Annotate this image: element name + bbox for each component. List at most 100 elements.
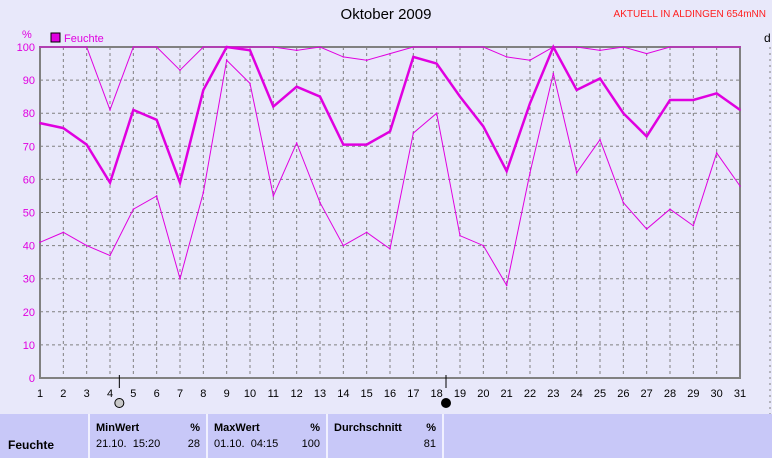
y-tick-label: 30 <box>23 274 35 286</box>
data-point-max <box>529 59 531 62</box>
data-point-max <box>692 46 695 48</box>
x-tick-label: 29 <box>687 388 699 400</box>
data-point-max <box>85 46 88 48</box>
x-tick-label: 20 <box>477 388 489 400</box>
empty-cell <box>442 414 770 458</box>
data-point-min <box>529 171 531 174</box>
data-point-mean <box>505 170 508 172</box>
data-point-min <box>132 208 135 210</box>
x-tick-label: 11 <box>268 388 279 400</box>
row-label-cell: Feuchte <box>0 414 86 458</box>
data-point-max <box>179 69 181 71</box>
data-point-min <box>249 82 251 85</box>
data-point-mean <box>202 89 205 91</box>
data-point-min <box>715 152 718 154</box>
data-point-max <box>739 46 741 48</box>
x-tick-label: 15 <box>361 388 373 400</box>
data-point-min <box>692 224 695 227</box>
x-tick-label: 18 <box>431 388 443 400</box>
x-tick-label: 31 <box>734 388 746 400</box>
data-point-max <box>482 46 485 48</box>
x-tick-label: 8 <box>200 388 206 400</box>
max-unit: % <box>310 422 320 434</box>
data-point-min <box>459 234 461 237</box>
data-point-min <box>85 244 88 247</box>
y-tick-label: 100 <box>17 42 35 54</box>
data-point-mean <box>155 119 158 121</box>
data-point-mean <box>575 89 578 91</box>
data-point-max <box>575 46 578 48</box>
chart-title: Oktober 2009 <box>340 6 432 23</box>
data-point-mean <box>62 127 65 129</box>
min-unit: % <box>190 422 200 434</box>
data-point-mean <box>342 143 345 146</box>
data-point-min <box>412 132 415 134</box>
data-point-max <box>155 46 158 48</box>
y-tick-label: 10 <box>23 340 35 352</box>
avg-header: Durchschnitt <box>334 422 402 434</box>
data-point-max <box>272 46 275 48</box>
y-tick-label: 40 <box>23 241 35 253</box>
legend-swatch <box>50 32 61 43</box>
data-point-max <box>669 46 671 48</box>
y-axis-label: % <box>22 29 32 41</box>
data-point-min <box>155 195 158 197</box>
data-point-max <box>62 46 65 48</box>
data-point-min <box>482 244 485 247</box>
x-tick-label: 1 <box>37 388 43 400</box>
data-point-max <box>622 46 625 48</box>
x-tick-label: 9 <box>224 388 230 400</box>
row-label: Feuchte <box>8 438 55 452</box>
x-tick-label: 16 <box>384 388 396 400</box>
x-tick-label: 19 <box>454 388 466 400</box>
x-tick-label: 4 <box>107 388 113 400</box>
data-point-min <box>505 284 508 287</box>
data-point-min <box>365 231 368 234</box>
avg-unit: % <box>426 422 436 434</box>
data-point-mean <box>622 112 625 114</box>
data-point-mean <box>599 77 601 80</box>
data-point-mean <box>179 181 181 184</box>
data-point-mean <box>365 143 368 146</box>
data-point-mean <box>739 109 741 111</box>
y-tick-label: 70 <box>23 141 35 153</box>
data-point-max <box>202 46 205 48</box>
x-tick-label: 21 <box>501 388 513 400</box>
x-tick-label: 13 <box>314 388 326 400</box>
x-tick-label: 12 <box>291 388 303 400</box>
data-point-mean <box>692 99 695 101</box>
data-point-mean <box>109 181 111 184</box>
data-point-min <box>342 244 345 247</box>
data-point-min <box>669 208 671 210</box>
data-point-max <box>39 46 41 48</box>
min-time: 21.10. 15:20 <box>96 438 161 450</box>
x-tick-label: 26 <box>617 388 629 400</box>
data-point-min <box>739 185 741 187</box>
x-tick-label: 2 <box>60 388 66 400</box>
data-point-mean <box>529 102 531 105</box>
data-point-min <box>109 254 111 257</box>
data-point-min <box>319 201 321 204</box>
avg-cell: Durchschnitt % 81 <box>326 414 442 458</box>
data-point-mean <box>272 105 275 108</box>
plot-frame <box>39 46 741 379</box>
x-tick-label: 22 <box>524 388 536 400</box>
data-point-min <box>39 241 41 244</box>
x-tick-label: 6 <box>154 388 160 400</box>
y-tick-label: 80 <box>23 108 35 120</box>
data-point-min <box>552 72 555 75</box>
data-point-max <box>319 46 321 48</box>
data-point-max <box>552 46 555 48</box>
x-tick-label: 23 <box>547 388 559 400</box>
x-tick-label: 10 <box>244 388 256 400</box>
data-point-min <box>62 231 65 234</box>
data-point-mean <box>435 62 438 65</box>
data-point-min <box>599 138 601 141</box>
data-point-max <box>505 56 508 58</box>
data-point-mean <box>412 56 415 58</box>
data-point-max <box>715 46 718 48</box>
new-moon-icon <box>114 398 125 408</box>
data-point-min <box>225 59 228 62</box>
data-point-max <box>459 46 461 48</box>
data-point-mean <box>715 92 718 95</box>
